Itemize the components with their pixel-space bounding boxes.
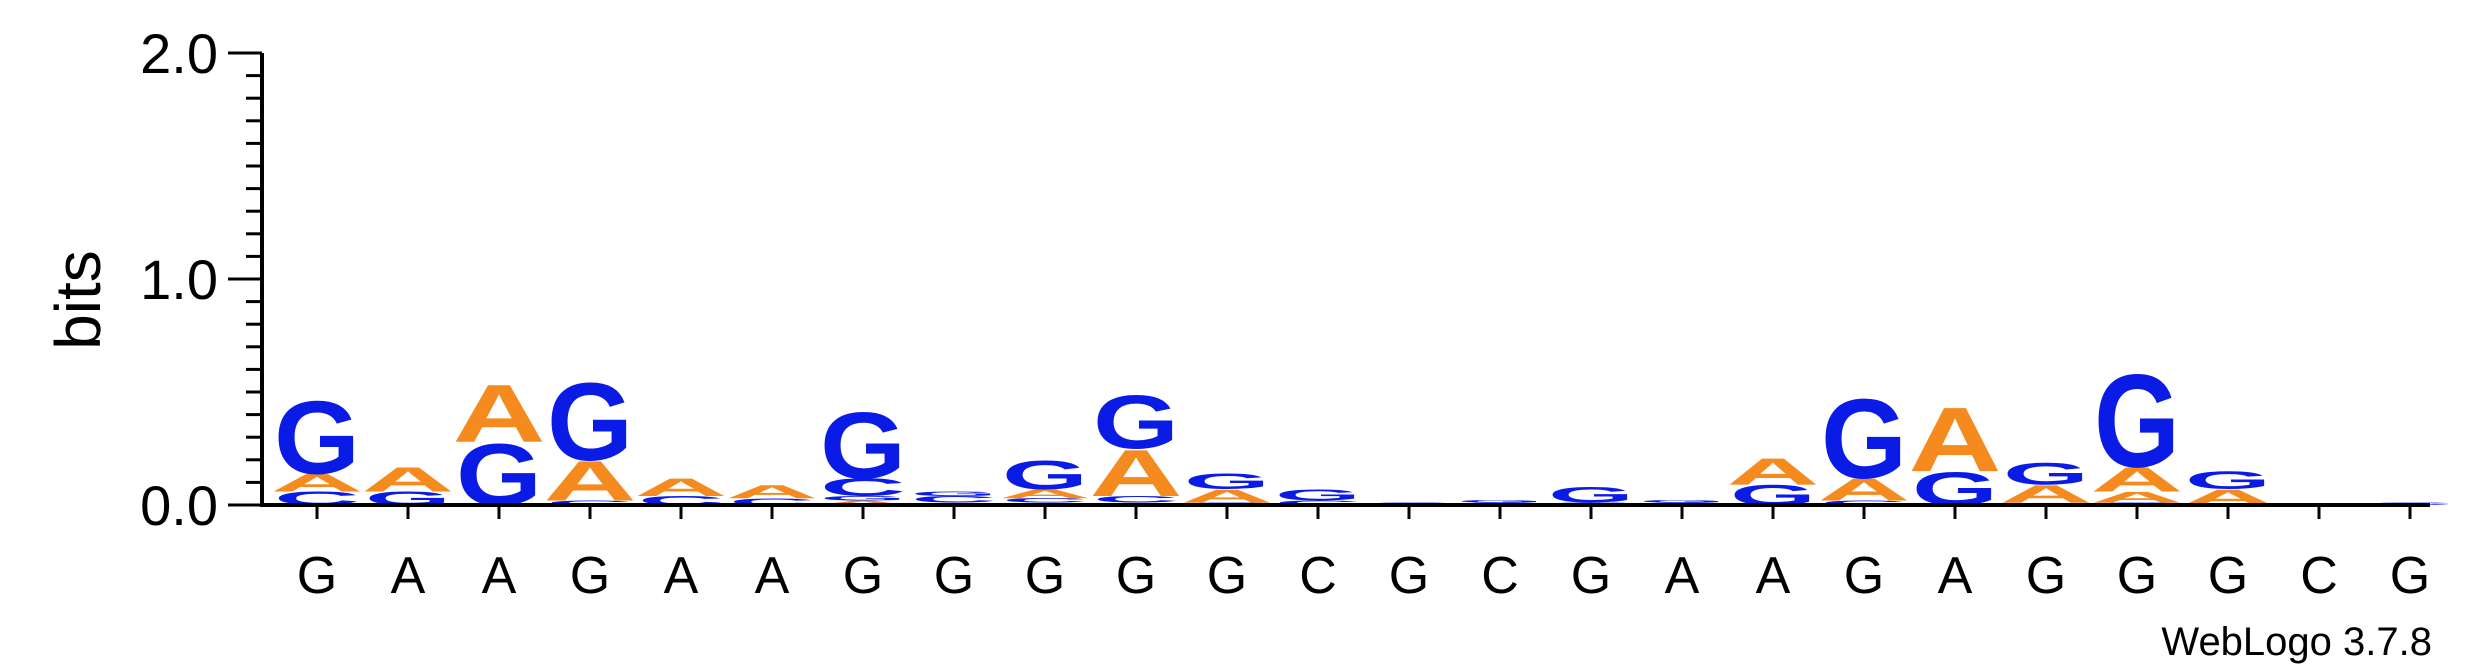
logo-letter-g: G	[2003, 456, 2089, 491]
logo-letter-c: C	[1275, 499, 1361, 506]
x-tick-label: C	[1481, 547, 1519, 605]
x-tick-label: A	[1756, 547, 1791, 605]
logo-letter-g: G	[1093, 381, 1179, 466]
x-tick-label: A	[755, 547, 790, 605]
x-tick-label: G	[934, 547, 974, 605]
x-tick-label: G	[1389, 547, 1429, 605]
y-tick-label: 2.0	[140, 22, 218, 85]
logo-letter-a: A	[361, 461, 454, 500]
logo-letter-c: C	[1002, 497, 1088, 504]
logo-letter-g: G	[2185, 466, 2271, 494]
y-axis-label: bits	[42, 250, 114, 350]
logo-letter-g: G	[547, 361, 633, 484]
x-tick-label: G	[1025, 547, 1065, 605]
y-axis: 0.0 1.0 2.0	[140, 22, 264, 537]
logo-letter-a: A	[270, 469, 363, 497]
x-tick-label: C	[1299, 547, 1337, 605]
x-tick-label: A	[1938, 547, 1973, 605]
logo-letter-g: G	[820, 392, 906, 498]
x-tick-label: G	[1571, 547, 1611, 605]
y-tick-label: 1.0	[140, 248, 218, 311]
logo-letter-a: A	[2090, 461, 2183, 500]
x-tick-label: G	[1844, 547, 1884, 605]
logo-letter-a: A	[452, 367, 545, 459]
x-tick-label: G	[2117, 547, 2157, 605]
logo-letter-a: A	[816, 499, 909, 506]
logo-letter-g: G	[1457, 500, 1543, 504]
weblogo-version-label: WebLogo 3.7.8	[2161, 620, 2432, 664]
x-tick-label: G	[570, 547, 610, 605]
x-tick-label: G	[843, 547, 883, 605]
logo-letter-g: G	[1002, 452, 1088, 498]
logo-letter-g: G	[1184, 469, 1270, 494]
logo-letter-c: C	[547, 499, 633, 506]
x-tick-label: G	[1207, 547, 1247, 605]
logo-letter-a: A	[998, 487, 1091, 501]
logo-letter-g: G	[820, 495, 906, 502]
x-tick-label: A	[391, 547, 426, 605]
y-tick-label: 0.0	[140, 474, 218, 537]
x-tick-label: G	[297, 547, 337, 605]
x-tick-label: G	[1116, 547, 1156, 605]
logo-letter-g: G	[1639, 500, 1725, 504]
x-tick-label: A	[482, 547, 517, 605]
logo-stacks: CAGGAGACAGCACAAGCGACGACAGACAGCAGCGCCGCGC…	[270, 347, 2453, 524]
logo-letter-c: C	[911, 494, 997, 505]
logo-letter-a: A	[634, 473, 727, 501]
logo-letter-a: A	[1089, 436, 1182, 510]
x-tick-label: G	[2208, 547, 2248, 605]
logo-letter-g: G	[1275, 486, 1361, 504]
logo-letter-g: G	[1821, 375, 1907, 502]
logo-letter-c: C	[820, 473, 906, 501]
logo-letter-g: G	[274, 379, 360, 495]
logo-letter-g: G	[911, 490, 997, 497]
x-tick-label: G	[2026, 547, 2066, 605]
logo-letter-a: A	[1908, 388, 2001, 490]
logo-letter-c: C	[1821, 499, 1907, 506]
x-tick-label: A	[1665, 547, 1700, 605]
logo-letter-a: A	[1817, 472, 1910, 507]
logo-letter-a: A	[1180, 486, 1273, 507]
logo-letter-c: C	[729, 496, 815, 507]
logo-letter-g: G	[2094, 347, 2180, 495]
x-tick-label: C	[2300, 547, 2338, 605]
x-tick-label: G	[2390, 547, 2430, 605]
logo-letter-c: C	[1093, 494, 1179, 505]
logo-letter-a: A	[2090, 489, 2183, 507]
logo-letter-a: A	[725, 481, 818, 502]
x-tick-label: A	[664, 547, 699, 605]
logo-letter-a: A	[543, 450, 636, 513]
logo-letter-a: A	[1726, 451, 1819, 493]
